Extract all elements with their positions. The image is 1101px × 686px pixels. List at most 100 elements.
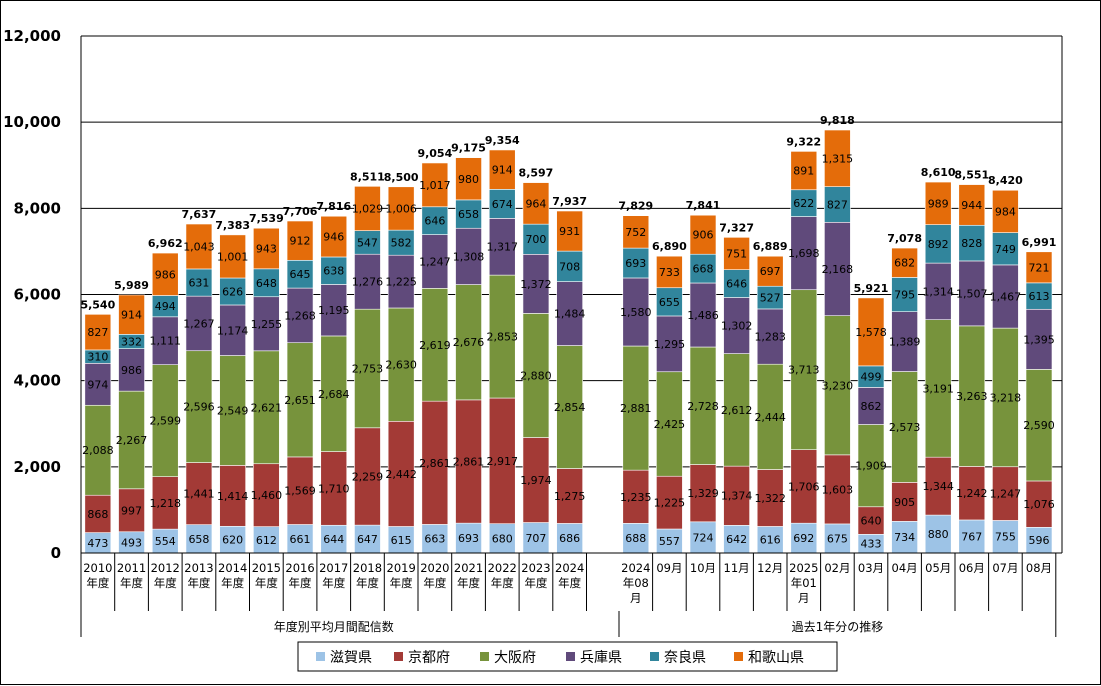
bar-segment: [320, 335, 348, 452]
bar-segment: [992, 189, 1019, 233]
bar-segment: [992, 327, 1019, 468]
segment-value-label: 2,425: [654, 418, 686, 431]
bar-segment: [185, 223, 213, 270]
segment-value-label: 1,395: [1023, 333, 1055, 346]
category-labels: 2010年度2011年度2012年度2013年度2014年度2015年度2016…: [83, 561, 1052, 605]
segment-value-label: 1,314: [922, 285, 954, 298]
bar-segment: [286, 342, 314, 458]
segment-value-label: 615: [391, 534, 412, 547]
segment-value-label: 310: [87, 351, 108, 364]
category-label: 2022: [488, 561, 517, 575]
segment-value-label: 755: [995, 531, 1016, 544]
segment-value-label: 655: [659, 296, 680, 309]
segment-value-label: 1,268: [284, 309, 316, 322]
category-label: 2021: [454, 561, 483, 575]
segment-value-label: 912: [290, 235, 311, 248]
segment-value-label: 1,267: [183, 317, 215, 330]
bar-segment: [219, 525, 246, 554]
bar-segment: [723, 269, 750, 298]
segment-value-label: 1,569: [284, 485, 316, 498]
segment-value-label: 1,218: [150, 497, 182, 510]
bar-segment: [253, 227, 280, 270]
bars: [84, 129, 1053, 554]
bar-segment: [723, 465, 750, 526]
bar-segment: [924, 456, 952, 516]
segment-value-label: 1,344: [922, 480, 954, 493]
bar-segment: [387, 229, 415, 256]
segment-value-label: 638: [323, 265, 344, 278]
category-label: 2012: [151, 561, 180, 575]
segment-value-label: 1,372: [520, 278, 552, 291]
segment-value-label: 892: [928, 238, 949, 251]
segment-value-label: 721: [1029, 261, 1050, 274]
segment-value-label: 661: [290, 533, 311, 546]
segment-value-label: 1,710: [318, 482, 350, 495]
bar-segment: [253, 526, 280, 554]
y-tick-label: 12,000: [3, 27, 61, 45]
total-value-label: 6,890: [652, 240, 687, 253]
bar-segment: [656, 315, 683, 373]
bar-segment: [891, 247, 918, 278]
bar-segment: [824, 454, 851, 525]
segment-value-label: 2,612: [721, 404, 753, 417]
legend-label: 和歌山県: [748, 650, 804, 666]
segment-value-label: 827: [827, 198, 848, 211]
bar-segment: [354, 524, 381, 554]
segment-value-label: 989: [928, 197, 949, 210]
bar-segment: [891, 482, 918, 522]
category-label: 2019: [387, 561, 416, 575]
segment-value-label: 964: [525, 197, 546, 210]
segment-value-label: 984: [995, 205, 1016, 218]
segment-value-label: 686: [559, 532, 580, 545]
segment-value-label: 2,596: [183, 401, 215, 414]
total-value-label: 6,962: [148, 237, 183, 250]
bar-segment: [354, 186, 381, 231]
total-value-label: 5,989: [114, 279, 149, 292]
segment-value-label: 700: [525, 233, 546, 246]
segment-value-label: 616: [760, 534, 781, 547]
total-value-label: 8,597: [519, 167, 554, 180]
segment-value-label: 1,580: [620, 306, 652, 319]
segment-value-label: 693: [458, 532, 479, 545]
segment-value-label: 1,174: [217, 324, 249, 337]
y-tick-label: 0: [51, 544, 61, 562]
bar-segment: [656, 475, 683, 530]
bar-segment: [522, 223, 550, 255]
axes: 0 2,000 4,000 6,000 8,000 10,000 12,000: [3, 27, 1063, 637]
bar-segment: [992, 264, 1019, 329]
segment-value-label: 1,441: [183, 488, 215, 501]
segment-value-label: 2,853: [487, 331, 519, 344]
bar-segment: [824, 315, 851, 456]
legend-swatch: [316, 652, 325, 661]
segment-value-label: 946: [323, 231, 344, 244]
segment-value-label: 1,006: [385, 202, 417, 215]
total-value-label: 7,937: [552, 195, 587, 208]
segment-value-label: 2,880: [520, 369, 552, 382]
category-label: 2011: [117, 561, 146, 575]
segment-value-label: 626: [222, 285, 243, 298]
bar-segment: [924, 262, 952, 321]
bar-segment: [924, 319, 952, 458]
bar-segment: [185, 268, 213, 297]
category-label: 11月: [724, 561, 750, 575]
bar-segment: [219, 355, 246, 466]
segment-value-label: 1,322: [754, 492, 786, 505]
segment-value-label: 2,444: [754, 411, 786, 424]
bar-segment: [354, 253, 381, 310]
bar-segment: [219, 234, 246, 279]
bar-segment: [118, 294, 145, 335]
bar-segment: [689, 214, 717, 255]
total-value-label: 9,175: [451, 142, 486, 155]
total-value-label: 7,706: [283, 205, 318, 218]
segment-value-label: 986: [155, 268, 176, 281]
total-value-label: 7,078: [887, 232, 922, 245]
segment-value-label: 3,191: [922, 382, 954, 395]
bar-segment: [151, 364, 179, 477]
bar-segment: [421, 206, 449, 235]
segment-value-label: 680: [492, 532, 513, 545]
segment-value-label: 1,507: [956, 287, 988, 300]
category-label: 10月: [690, 561, 716, 575]
bar-segment: [857, 506, 885, 535]
bar-segment: [992, 232, 1019, 266]
category-label: 年度: [187, 576, 210, 590]
